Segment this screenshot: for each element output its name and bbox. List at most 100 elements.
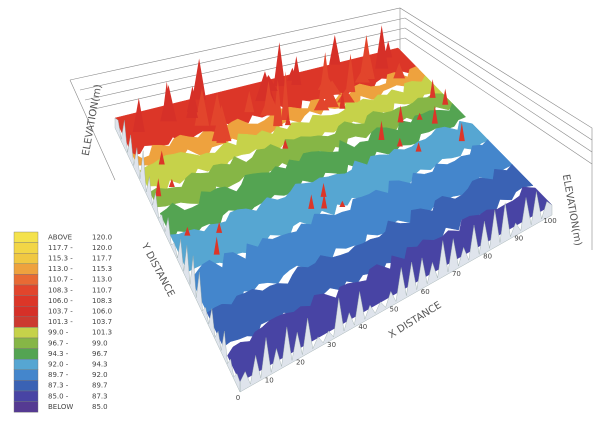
surface-spike: [397, 105, 404, 123]
x-tick-label: 100: [543, 217, 556, 225]
legend-to: 106.0: [92, 308, 112, 316]
surface-spike: [155, 178, 162, 197]
surface-peak: [384, 40, 393, 58]
surface-spike: [431, 105, 438, 124]
legend-from: 113.0 -: [48, 265, 73, 273]
surface-peak: [186, 98, 199, 118]
x-tick-label: 0: [236, 394, 240, 402]
surface-peak: [210, 92, 225, 126]
surface-spike: [442, 88, 449, 105]
surface-spike: [415, 142, 422, 152]
surface-peak: [329, 34, 341, 65]
surface-spike: [429, 79, 436, 98]
surface-spike: [339, 90, 346, 109]
legend-to: 87.3: [92, 392, 108, 400]
surface-spike: [213, 236, 220, 255]
legend-from: 110.7 -: [48, 276, 73, 284]
legend-swatch: [13, 274, 39, 286]
x-tick-label: 90: [514, 235, 523, 243]
x-tick-label: 10: [265, 376, 274, 384]
legend-swatch: [13, 380, 39, 392]
surface-peak: [263, 80, 274, 113]
legend-from: 101.3 -: [48, 318, 73, 326]
legend: ABOVE 120.0 117.7 - 120.0 115.3 - 117.7 113.0 …: [13, 231, 112, 413]
legend-from: 89.7 -: [48, 371, 69, 379]
surface-spike: [184, 226, 191, 236]
surface-peak: [194, 88, 210, 126]
legend-swatch: [13, 295, 39, 307]
legend-swatch: [13, 348, 39, 360]
legend-swatch: [13, 231, 39, 243]
legend-to: 101.3: [92, 329, 112, 337]
legend-to: 117.7: [92, 255, 112, 263]
legend-swatch: [13, 263, 39, 275]
surface-peak: [319, 52, 332, 99]
surface-wall: [114, 117, 241, 393]
legend-from: ABOVE: [48, 233, 72, 241]
legend-swatch: [13, 337, 39, 349]
x-tick-label: 70: [452, 270, 461, 278]
legend-to: 108.3: [92, 297, 112, 305]
box-frame: [69, 7, 593, 250]
legend-from: 106.0 -: [48, 297, 73, 305]
legend-to: 89.7: [92, 382, 108, 390]
surface-peak: [375, 25, 389, 69]
surface-peak: [192, 58, 207, 100]
x-ticks: 0 10 20 30 40 50 60 70 80 90 100: [236, 217, 557, 402]
legend-to: 94.3: [92, 361, 108, 369]
legend-to: 96.7: [92, 350, 108, 358]
legend-to: 113.0: [92, 276, 112, 284]
x-tick-label: 30: [327, 341, 336, 349]
legend-from: 115.3 -: [48, 255, 73, 263]
surface-spike: [168, 178, 175, 188]
legend-from: 96.7 -: [48, 339, 69, 347]
legend-to: 103.7: [92, 318, 112, 326]
x-tick-label: 50: [390, 306, 399, 314]
legend-swatch: [13, 252, 39, 264]
legend-swatch: [13, 242, 39, 254]
legend-to: 85.0: [92, 403, 108, 411]
surface-peak: [162, 81, 172, 120]
legend-from: 117.7 -: [48, 244, 73, 252]
legend-to: 99.0: [92, 339, 108, 347]
surface-spike: [308, 194, 315, 209]
legend-swatch: [13, 284, 39, 296]
legend-from: 103.7 -: [48, 308, 73, 316]
surface-spike: [416, 112, 423, 120]
surface-peak: [273, 42, 286, 87]
surface-wall: [239, 191, 553, 393]
surface-spike: [378, 120, 385, 140]
legend-from: 99.0 -: [48, 329, 69, 337]
legend-to: 120.0: [92, 244, 112, 252]
surface-spike: [339, 200, 346, 208]
surface-spike: [320, 182, 327, 197]
surface-peak: [354, 69, 371, 83]
legend-from: 94.3 -: [48, 350, 69, 358]
surface-peak: [186, 86, 198, 113]
surface-peak: [132, 98, 145, 133]
surface: [114, 25, 553, 393]
surface-peak: [244, 90, 255, 113]
x-tick-label: 40: [358, 323, 367, 331]
surface-peak: [313, 94, 330, 111]
surface-peak: [393, 62, 406, 79]
legend-from: 92.0 -: [48, 361, 69, 369]
surface-peak: [273, 79, 283, 127]
surface-spike: [396, 137, 403, 147]
legend-swatch: [13, 316, 39, 328]
surface-spike: [282, 139, 289, 149]
legend-from: 85.0 -: [48, 392, 69, 400]
surface-spike: [284, 114, 291, 126]
legend-from: 87.3 -: [48, 382, 69, 390]
surface-spike: [458, 122, 465, 142]
legend-swatch: [13, 327, 39, 339]
legend-to: 110.7: [92, 286, 112, 294]
legend-to: 120.0: [92, 233, 112, 241]
surface-spike: [216, 222, 223, 233]
y-axis-label: Y DISTANCE: [138, 241, 176, 299]
legend-swatch: [13, 401, 39, 413]
x-tick-label: 60: [421, 288, 430, 296]
surface-peak: [281, 71, 290, 120]
x-tick-label: 80: [483, 252, 492, 260]
